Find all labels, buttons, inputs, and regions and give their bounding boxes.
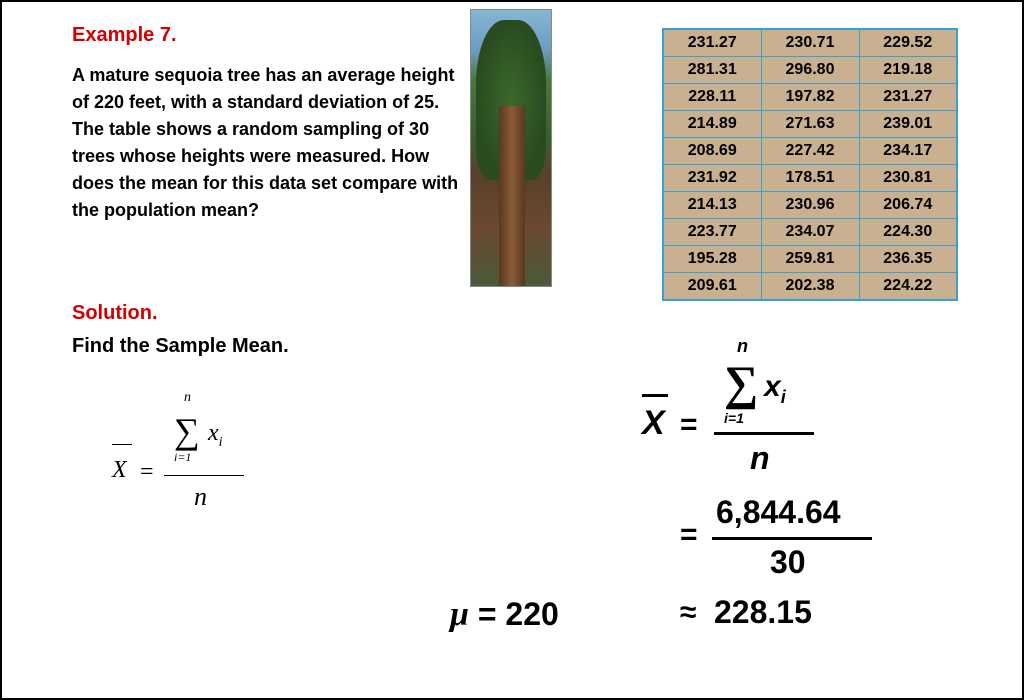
find-sample-mean-label: Find the Sample Mean. [72, 335, 289, 358]
data-table: 231.27230.71229.52281.31296.80219.18228.… [662, 28, 958, 301]
table-cell: 208.69 [663, 138, 761, 165]
table-cell: 239.01 [859, 111, 957, 138]
table-cell: 224.22 [859, 273, 957, 301]
table-cell: 231.92 [663, 165, 761, 192]
table-cell: 178.51 [761, 165, 859, 192]
table-cell: 214.89 [663, 111, 761, 138]
table-row: 228.11197.82231.27 [663, 84, 957, 111]
table-row: 209.61202.38224.22 [663, 273, 957, 301]
table-cell: 234.17 [859, 138, 957, 165]
problem-text: A mature sequoia tree has an average hei… [72, 62, 462, 224]
table-cell: 227.42 [761, 138, 859, 165]
table-cell: 230.96 [761, 192, 859, 219]
table-row: 231.92178.51230.81 [663, 165, 957, 192]
table-cell: 281.31 [663, 57, 761, 84]
table-cell: 214.13 [663, 192, 761, 219]
table-row: 223.77234.07224.30 [663, 219, 957, 246]
table-cell: 195.28 [663, 246, 761, 273]
solution-title: Solution. [72, 302, 158, 325]
table-row: 195.28259.81236.35 [663, 246, 957, 273]
table-cell: 271.63 [761, 111, 859, 138]
table-cell: 229.52 [859, 29, 957, 57]
table-cell: 202.38 [761, 273, 859, 301]
table-row: 231.27230.71229.52 [663, 29, 957, 57]
table-cell: 296.80 [761, 57, 859, 84]
table-cell: 231.27 [859, 84, 957, 111]
table-row: 281.31296.80219.18 [663, 57, 957, 84]
table-cell: 231.27 [663, 29, 761, 57]
table-cell: 197.82 [761, 84, 859, 111]
table-cell: 259.81 [761, 246, 859, 273]
table-cell: 206.74 [859, 192, 957, 219]
table-cell: 228.11 [663, 84, 761, 111]
tree-trunk [499, 106, 525, 286]
sequoia-photo [470, 9, 552, 287]
table-row: 208.69227.42234.17 [663, 138, 957, 165]
table-row: 214.89271.63239.01 [663, 111, 957, 138]
table-cell: 230.81 [859, 165, 957, 192]
table-cell: 219.18 [859, 57, 957, 84]
table-cell: 236.35 [859, 246, 957, 273]
population-mean-equation: μ = 220 [450, 596, 559, 634]
table-cell: 223.77 [663, 219, 761, 246]
table-cell: 234.07 [761, 219, 859, 246]
table-cell: 224.30 [859, 219, 957, 246]
table-cell: 209.61 [663, 273, 761, 301]
table-cell: 230.71 [761, 29, 859, 57]
example-title: Example 7. [72, 24, 177, 47]
table-row: 214.13230.96206.74 [663, 192, 957, 219]
